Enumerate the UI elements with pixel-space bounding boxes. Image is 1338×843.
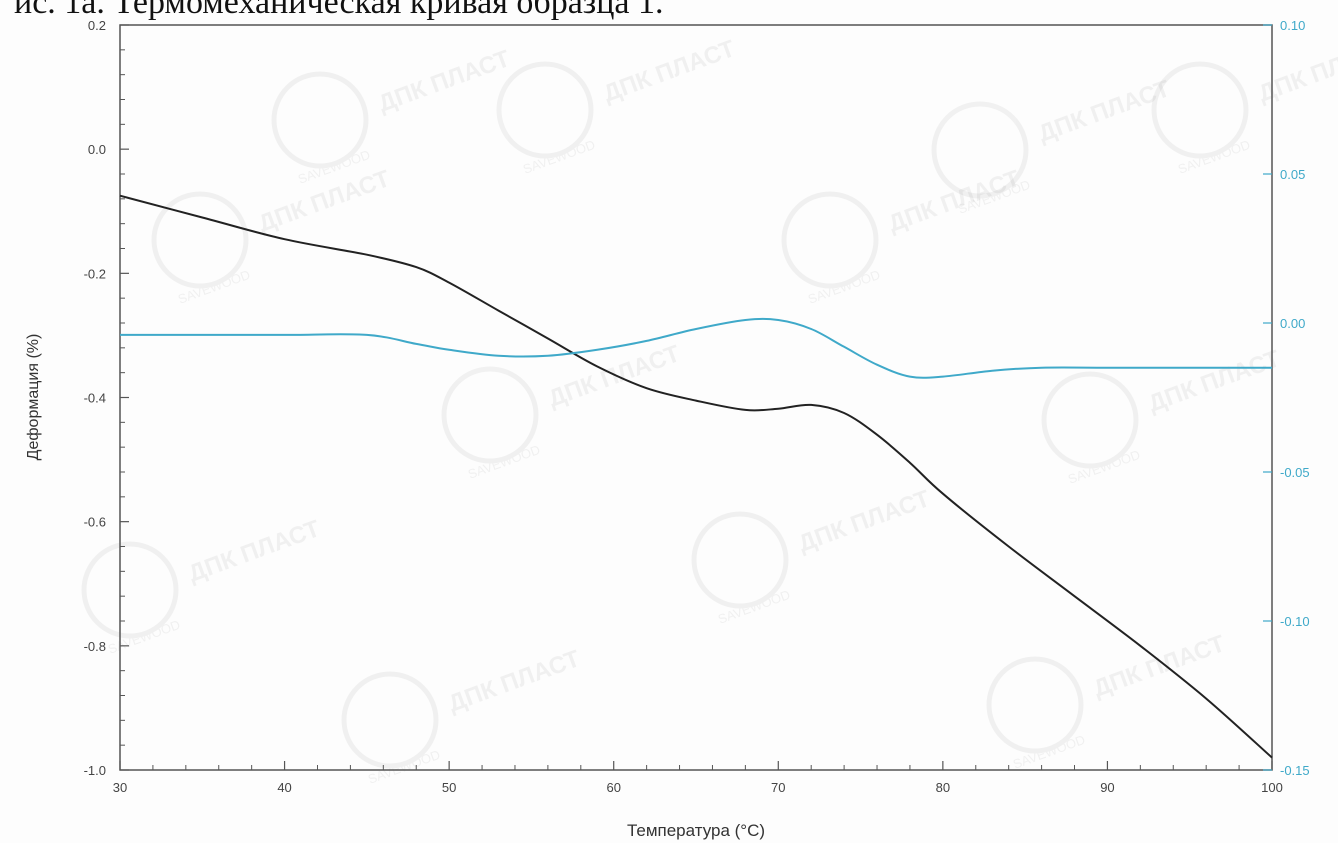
y-tick-label: -0.8: [84, 639, 106, 654]
svg-text:SAVEWOOD: SAVEWOOD: [521, 137, 597, 177]
svg-text:SAVEWOOD: SAVEWOOD: [1066, 447, 1142, 487]
y2-tick-label: -0.15: [1280, 763, 1310, 778]
svg-text:SAVEWOOD: SAVEWOOD: [366, 747, 442, 787]
y-tick-label: -0.6: [84, 515, 106, 530]
y-tick-label: -0.2: [84, 266, 106, 281]
y2-tick-label: 0.05: [1280, 167, 1305, 182]
y2-tick-label: -0.10: [1280, 614, 1310, 629]
series-layer: [119, 194, 1273, 759]
x-tick-label: 100: [1261, 780, 1283, 795]
x-tick-label: 60: [606, 780, 620, 795]
svg-text:ДПК ПЛАСТ: ДПК ПЛАСТ: [375, 45, 514, 118]
svg-text:SAVEWOOD: SAVEWOOD: [106, 617, 182, 657]
svg-text:SAVEWOOD: SAVEWOOD: [806, 267, 882, 307]
svg-text:SAVEWOOD: SAVEWOOD: [716, 587, 792, 627]
y-tick-label: -0.4: [84, 391, 106, 406]
svg-text:ДПК ПЛАСТ: ДПК ПЛАСТ: [185, 515, 324, 588]
svg-text:ДПК ПЛАСТ: ДПК ПЛАСТ: [795, 485, 934, 558]
y-axis-label: Деформация (%): [25, 334, 42, 461]
x-tick-label: 40: [277, 780, 291, 795]
svg-text:ДПК ПЛАСТ: ДПК ПЛАСТ: [545, 340, 684, 413]
y2-tick-label: 0.10: [1280, 18, 1305, 33]
deformation-curve: [119, 194, 1273, 759]
derivative-curve: [120, 317, 1273, 379]
svg-text:SAVEWOOD: SAVEWOOD: [466, 442, 542, 482]
svg-text:ДПК ПЛАСТ: ДПК ПЛАСТ: [600, 35, 739, 108]
y2-tick-label: 0.00: [1280, 316, 1305, 331]
axes: 30 40 50 60 70 80 90 100 0.2 0.0 -0.2 -0.4 -0.6 -0.8 -…: [84, 18, 1310, 795]
svg-text:SAVEWOOD: SAVEWOOD: [1176, 137, 1252, 177]
figure-caption: ис. 1а. Термомеханическая кривая образца…: [14, 0, 664, 21]
x-tick-label: 90: [1100, 780, 1114, 795]
y-tick-label: -1.0: [84, 763, 106, 778]
x-axis-label: Температура (°C): [627, 821, 765, 840]
svg-text:SAVEWOOD: SAVEWOOD: [176, 267, 252, 307]
y-tick-label: 0.2: [88, 18, 106, 33]
svg-text:ДПК ПЛАСТ: ДПК ПЛАСТ: [445, 645, 584, 718]
svg-text:ДПК ПЛАСТ: ДПК ПЛАСТ: [1145, 345, 1284, 418]
x-tick-label: 50: [442, 780, 456, 795]
y2-tick-label: -0.05: [1280, 465, 1310, 480]
svg-text:ДПК ПЛАСТ: ДПК ПЛАСТ: [1255, 35, 1338, 108]
y-tick-label: 0.0: [88, 142, 106, 157]
svg-text:ДПК ПЛАСТ: ДПК ПЛАСТ: [1090, 630, 1229, 703]
svg-text:SAVEWOOD: SAVEWOOD: [1011, 732, 1087, 772]
x-tick-label: 80: [936, 780, 950, 795]
x-tick-label: 30: [113, 780, 127, 795]
x-tick-label: 70: [771, 780, 785, 795]
plot-frame: [119, 24, 1273, 771]
